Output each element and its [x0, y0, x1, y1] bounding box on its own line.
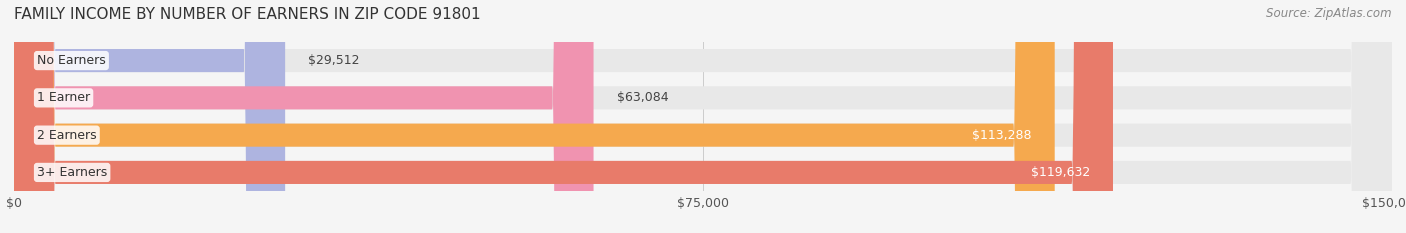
Text: 3+ Earners: 3+ Earners [37, 166, 107, 179]
Text: 1 Earner: 1 Earner [37, 91, 90, 104]
FancyBboxPatch shape [14, 0, 1392, 233]
Text: $63,084: $63,084 [616, 91, 668, 104]
Text: $29,512: $29,512 [308, 54, 360, 67]
FancyBboxPatch shape [14, 0, 1392, 233]
FancyBboxPatch shape [14, 0, 1114, 233]
FancyBboxPatch shape [14, 0, 1392, 233]
Text: $119,632: $119,632 [1031, 166, 1090, 179]
FancyBboxPatch shape [14, 0, 1392, 233]
Text: FAMILY INCOME BY NUMBER OF EARNERS IN ZIP CODE 91801: FAMILY INCOME BY NUMBER OF EARNERS IN ZI… [14, 7, 481, 22]
Text: No Earners: No Earners [37, 54, 105, 67]
FancyBboxPatch shape [14, 0, 1054, 233]
Text: Source: ZipAtlas.com: Source: ZipAtlas.com [1267, 7, 1392, 20]
Text: 2 Earners: 2 Earners [37, 129, 97, 142]
FancyBboxPatch shape [14, 0, 285, 233]
FancyBboxPatch shape [14, 0, 593, 233]
Text: $113,288: $113,288 [972, 129, 1032, 142]
